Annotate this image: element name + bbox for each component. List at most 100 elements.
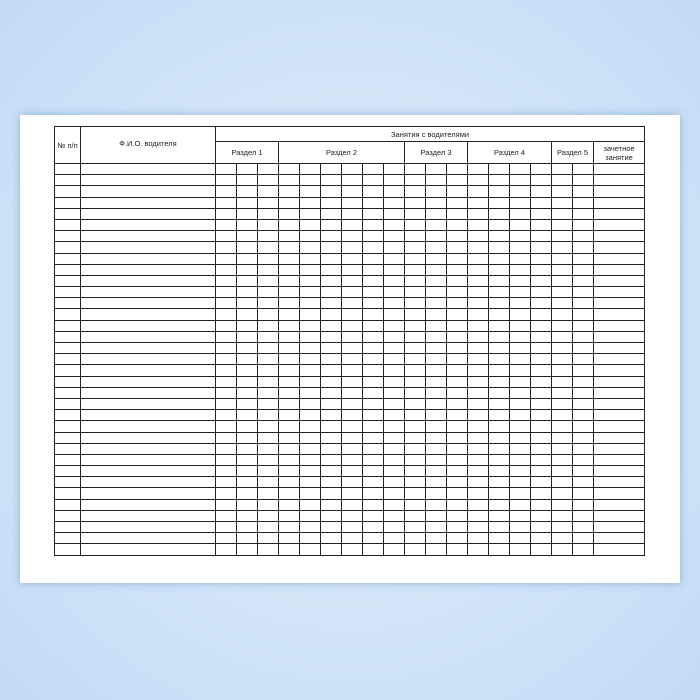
- table-cell: [383, 218, 405, 232]
- table-cell: [551, 174, 573, 187]
- table-cell: [236, 476, 258, 489]
- table-cell: [80, 453, 216, 467]
- table-cell: [80, 330, 216, 344]
- table-cell: [530, 453, 552, 467]
- table-cell: [341, 375, 363, 388]
- table-row: [54, 286, 646, 299]
- table-cell: [320, 476, 342, 489]
- table-cell: [257, 453, 279, 467]
- table-cell: [54, 319, 81, 332]
- table-cell: [488, 397, 510, 411]
- table-cell: [446, 174, 468, 187]
- table-cell: [257, 543, 279, 556]
- header-section-1: Раздел 1: [215, 141, 279, 164]
- table-cell: [341, 364, 363, 377]
- driver-training-table: № п/п Ф.И.О. водителя Занятия с водителя…: [54, 126, 646, 556]
- table-cell: [341, 487, 363, 500]
- table-cell: [278, 230, 300, 243]
- table-cell: [54, 409, 81, 422]
- table-cell: [341, 341, 363, 355]
- table-cell: [467, 476, 489, 489]
- table-cell: [80, 397, 216, 411]
- table-cell: [551, 386, 573, 399]
- table-cell: [383, 476, 405, 489]
- table-cell: [215, 330, 237, 344]
- table-cell: [551, 476, 573, 489]
- table-row: [54, 453, 646, 467]
- table-cell: [278, 341, 300, 355]
- table-cell: [54, 174, 81, 187]
- table-cell: [257, 431, 279, 444]
- table-cell: [80, 207, 216, 220]
- table-cell: [362, 353, 384, 366]
- table-cell: [572, 532, 594, 545]
- table-cell: [509, 420, 531, 433]
- table-cell: [488, 353, 510, 366]
- table-cell: [236, 241, 258, 254]
- table-cell: [425, 185, 447, 198]
- table-cell: [54, 353, 81, 366]
- table-row: [54, 252, 646, 265]
- table-cell: [425, 162, 447, 176]
- table-cell: [383, 409, 405, 422]
- table-cell: [54, 386, 81, 399]
- table-cell: [530, 397, 552, 411]
- table-cell: [320, 487, 342, 500]
- table-cell: [467, 453, 489, 467]
- table-cell: [592, 319, 646, 332]
- table-cell: [320, 431, 342, 444]
- table-row: [54, 397, 646, 411]
- table-cell: [551, 274, 573, 288]
- table-cell: [446, 543, 468, 556]
- table-cell: [592, 520, 646, 534]
- table-cell: [572, 196, 594, 209]
- table-cell: [257, 196, 279, 209]
- table-cell: [257, 509, 279, 523]
- table-cell: [467, 174, 489, 187]
- table-cell: [257, 252, 279, 265]
- table-cell: [425, 487, 447, 500]
- table-cell: [467, 196, 489, 209]
- table-cell: [278, 498, 300, 511]
- table-cell: [215, 386, 237, 399]
- table-cell: [509, 286, 531, 299]
- table-cell: [425, 465, 447, 478]
- table-cell: [530, 487, 552, 500]
- table-cell: [551, 442, 573, 455]
- table-cell: [215, 174, 237, 187]
- table-cell: [341, 196, 363, 209]
- table-cell: [488, 174, 510, 187]
- table-cell: [383, 532, 405, 545]
- table-cell: [80, 319, 216, 332]
- header-number: № п/п: [54, 126, 81, 164]
- table-cell: [530, 543, 552, 556]
- table-cell: [488, 386, 510, 399]
- table-cell: [551, 286, 573, 299]
- table-cell: [215, 442, 237, 455]
- table-cell: [299, 286, 321, 299]
- table-cell: [572, 297, 594, 310]
- table-cell: [320, 185, 342, 198]
- table-cell: [341, 297, 363, 310]
- table-cell: [572, 162, 594, 176]
- table-cell: [320, 341, 342, 355]
- table-cell: [257, 476, 279, 489]
- table-cell: [80, 308, 216, 321]
- table-cell: [509, 487, 531, 500]
- table-cell: [320, 162, 342, 176]
- table-cell: [592, 364, 646, 377]
- table-cell: [446, 274, 468, 288]
- table-cell: [425, 207, 447, 220]
- table-cell: [236, 341, 258, 355]
- table-row: [54, 509, 646, 523]
- table-cell: [278, 520, 300, 534]
- table-cell: [54, 286, 81, 299]
- table-cell: [467, 420, 489, 433]
- table-cell: [467, 409, 489, 422]
- table-cell: [425, 520, 447, 534]
- table-cell: [320, 520, 342, 534]
- table-cell: [341, 263, 363, 276]
- table-cell: [257, 330, 279, 344]
- table-cell: [278, 397, 300, 411]
- table-cell: [425, 286, 447, 299]
